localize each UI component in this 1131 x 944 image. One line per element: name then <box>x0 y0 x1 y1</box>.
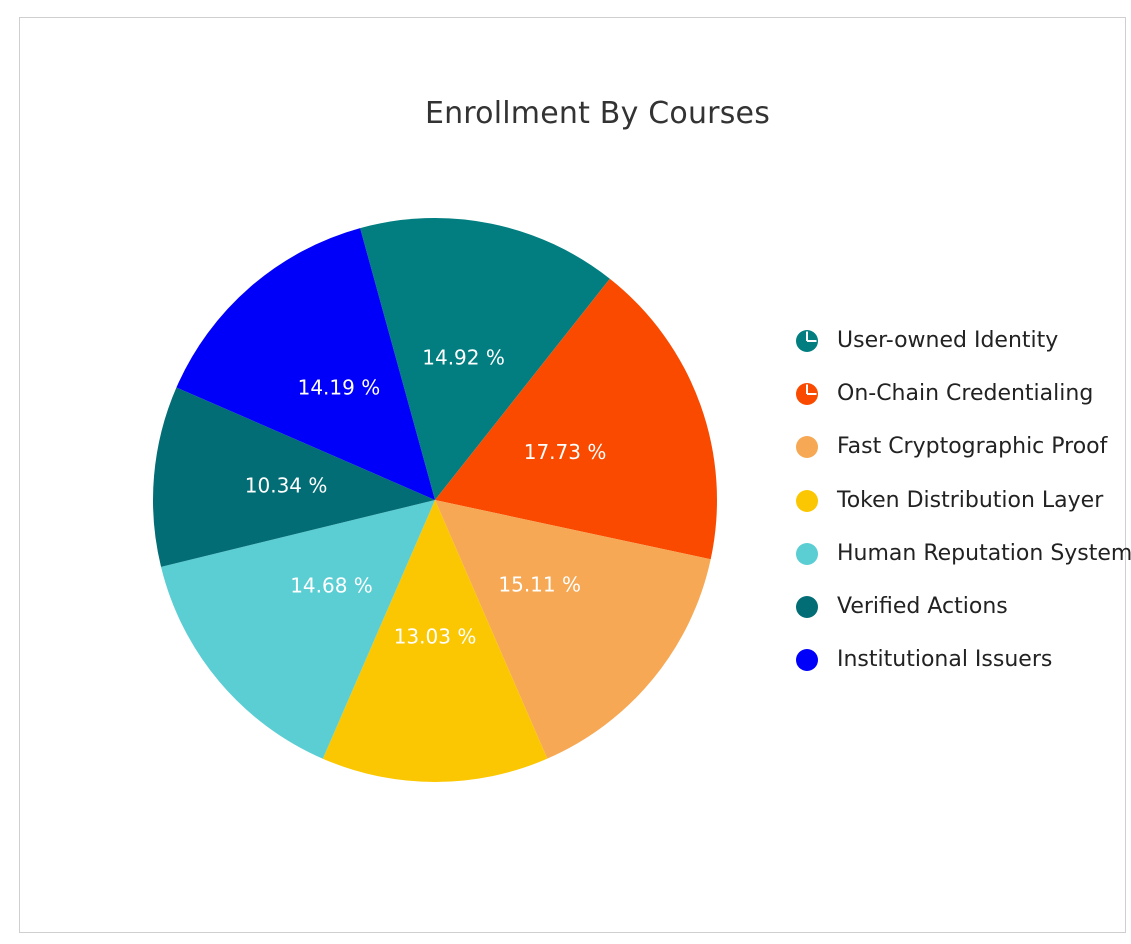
pie-slice-institutional-issuers[interactable] <box>176 228 435 500</box>
pie-slice-human-reputation-systems[interactable] <box>161 500 435 759</box>
circle-icon <box>795 542 819 566</box>
pie-slice-on-chain-credentialing[interactable] <box>435 278 717 560</box>
slice-data-label: 17.73 % <box>524 440 607 464</box>
legend-label: Verified Actions <box>837 593 1008 619</box>
legend-label: Institutional Issuers <box>837 647 1053 673</box>
legend-item[interactable]: On-Chain Credentialing <box>795 375 1131 428</box>
slice-data-label: 14.68 % <box>290 574 373 598</box>
legend-label: User-owned Identity <box>837 328 1059 353</box>
circle-icon <box>795 648 819 672</box>
slice-data-label: 13.03 % <box>394 625 477 649</box>
slice-data-label: 14.19 % <box>298 376 381 400</box>
legend-label: Fast Cryptographic Proof <box>837 434 1108 460</box>
legend-item[interactable]: Verified Actions <box>795 588 1131 641</box>
slice-data-label: 10.34 % <box>245 474 328 498</box>
circle-icon <box>795 435 819 459</box>
legend-item[interactable]: Token Distribution Layer <box>795 482 1131 535</box>
slice-data-label: 14.92 % <box>422 346 505 370</box>
circle-icon <box>795 489 819 513</box>
legend-item[interactable]: Fast Cryptographic Proof <box>795 428 1131 481</box>
legend-label: Token Distribution Layer <box>837 487 1104 513</box>
pie-slice-user-owned-identity[interactable] <box>360 217 610 500</box>
legend-item[interactable]: Institutional Issuers <box>795 641 1131 694</box>
legend-item[interactable]: User-owned Identity <box>795 322 1131 375</box>
pie-icon <box>795 382 819 406</box>
pie-icon <box>795 329 819 353</box>
pie-slice-verified-actions[interactable] <box>153 387 435 567</box>
pie-slice-fast-cryptographic-proof[interactable] <box>435 500 711 759</box>
slice-data-label: 15.11 % <box>498 572 581 596</box>
legend: User-owned Identity On-Chain Credentialin… <box>795 322 1131 694</box>
legend-label: On-Chain Credentialing <box>837 381 1094 407</box>
circle-icon <box>795 595 819 619</box>
pie-slice-token-distribution-layer[interactable] <box>322 500 548 782</box>
chart-title: Enrollment By Courses <box>424 96 771 131</box>
legend-label: Human Reputation Systems <box>837 540 1131 566</box>
legend-item[interactable]: Human Reputation Systems <box>795 535 1131 588</box>
